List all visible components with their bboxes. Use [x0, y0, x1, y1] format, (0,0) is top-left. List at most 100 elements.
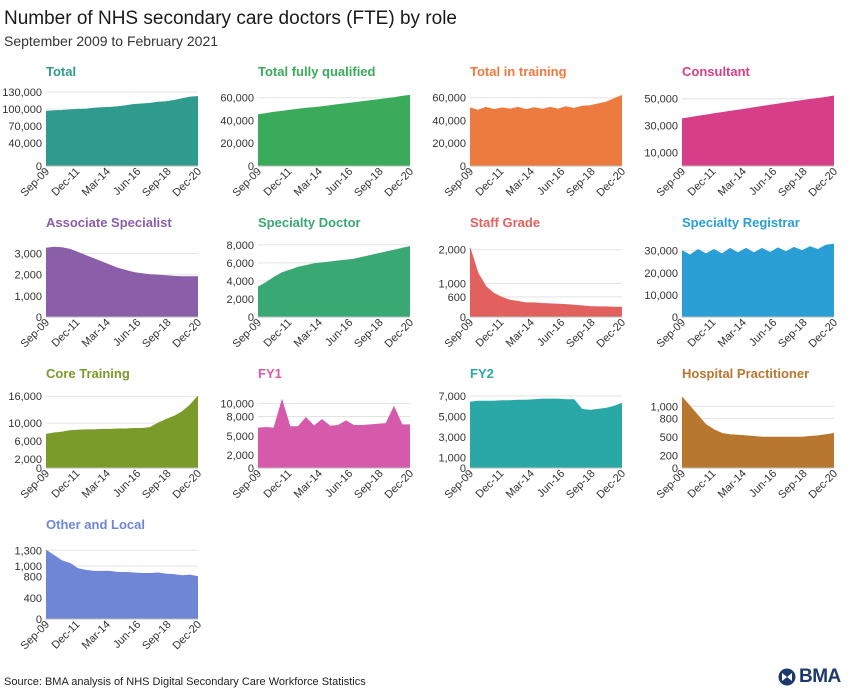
chart-svg-specialty-doctor: Specialty Doctor 0 2,000 4,000 6,000 8,000 Sep…: [226, 215, 416, 350]
y-tick-label: 6,000: [226, 258, 254, 270]
chart-svg-total-fully-qualified: Total fully qualified 0 20,000 40,000 60,000…: [220, 64, 417, 200]
y-tick-label: 0: [460, 161, 466, 173]
x-tick-label: Dec-11: [50, 317, 83, 350]
x-tick-label: Mar-14: [504, 317, 537, 350]
panel-title: Hospital Practitioner: [682, 366, 809, 381]
series-area: [46, 550, 198, 619]
series-area: [470, 95, 622, 166]
panel-title: Specialty Registrar: [682, 215, 800, 230]
y-tick-label: 3,000: [438, 432, 466, 444]
y-tick-label: 20,000: [644, 268, 678, 280]
y-tick-label: 1,000: [438, 278, 466, 290]
y-tick-label: 60,000: [432, 93, 466, 105]
y-tick-label: 40,000: [8, 138, 42, 150]
panel-specialty-doctor: Specialty Doctor 0 2,000 4,000 6,000 8,000 Sep…: [212, 211, 424, 362]
panel-specialty-registrar: Specialty Registrar 0 10,000 20,000 30,000 Se…: [636, 211, 848, 362]
x-tick-label: Sep-18: [776, 468, 810, 502]
x-tick-label: Dec-20: [171, 166, 205, 200]
series-area: [682, 244, 834, 317]
chart-svg-staff-grade: Staff Grade06001,0002,000Sep-09Dec-11Mar…: [438, 215, 628, 350]
y-tick-label: 100,000: [2, 104, 42, 116]
series-line: [681, 243, 835, 256]
chart-svg-consultant: Consultant 10,000 30,000 50,000 Sep-09Dec-11…: [644, 64, 840, 200]
y-tick-label: 20,000: [432, 138, 466, 150]
y-tick-label: 1,000: [14, 291, 42, 303]
chart-svg-fy2: FY201,0003,0005,0007,000Sep-09Dec-11Mar-…: [438, 366, 628, 502]
panel-title: Staff Grade: [470, 215, 540, 230]
y-tick-label: 130,000: [2, 87, 42, 99]
y-tick-label: 2,000: [226, 294, 254, 306]
panel-consultant: Consultant 10,000 30,000 50,000 Sep-09 Dec-11…: [636, 60, 848, 211]
series-area: [258, 95, 410, 166]
x-tick-label: Jun-16: [111, 317, 143, 349]
series-area: [470, 399, 622, 468]
y-tick-label: 800: [660, 414, 678, 426]
panel-title: Total in training: [470, 64, 567, 79]
y-tick-label: 0: [460, 463, 466, 475]
y-tick-label: 70,000: [8, 121, 42, 133]
series-line: [681, 396, 835, 438]
y-tick-label: 5,000: [226, 431, 254, 443]
y-tick-label: 4,000: [226, 276, 254, 288]
y-tick-label: 200: [660, 451, 678, 463]
x-tick-label: Dec-11: [50, 619, 83, 652]
y-tick-label: 40,000: [220, 115, 254, 127]
series-area: [46, 396, 198, 468]
x-tick-label: Dec-20: [595, 166, 629, 200]
small-multiples-grid: Total 0 40,000 70,000 100,000 130,000 Sep-09 De…: [0, 60, 850, 653]
x-tick-label: Sep-18: [140, 468, 174, 502]
x-tick-label: Mar-14: [716, 317, 749, 350]
panel-title: FY2: [470, 366, 494, 381]
y-tick-label: 2,000: [226, 450, 254, 462]
chart-svg-fy1: FY102,0005,0008,00010,000Sep-09Dec-11Mar…: [220, 366, 416, 501]
series-line: [469, 94, 623, 111]
x-tick-label: Sep-18: [140, 619, 174, 653]
x-tick-label: Mar-14: [80, 317, 113, 350]
y-tick-label: 16,000: [8, 391, 42, 403]
y-tick-label: 10,000: [8, 418, 42, 430]
x-tick-label: Mar-14: [80, 468, 113, 501]
y-tick-label: 1,300: [14, 545, 42, 557]
y-tick-label: 5,000: [438, 412, 466, 424]
y-tick-label: 7,000: [438, 391, 466, 403]
y-tick-label: 40,000: [432, 115, 466, 127]
y-tick-label: 400: [24, 593, 42, 605]
x-tick-label: Jun-16: [323, 166, 355, 198]
x-tick-label: Sep-18: [140, 166, 174, 200]
logo-text: BMA: [799, 666, 841, 687]
x-tick-label: Dec-11: [686, 166, 719, 199]
panel-title: Consultant: [682, 64, 751, 79]
y-tick-label: 600: [448, 292, 466, 304]
x-tick-label: Sep-18: [564, 468, 598, 502]
x-tick-label: Dec-20: [383, 166, 417, 200]
panel-total: Total 0 40,000 70,000 100,000 130,000 Sep-09 De…: [0, 60, 212, 211]
series-line: [45, 395, 199, 435]
x-tick-label: Mar-14: [504, 166, 537, 199]
x-tick-label: Dec-20: [807, 468, 841, 502]
panel-title: Total: [46, 64, 76, 79]
x-tick-label: Dec-20: [807, 317, 841, 351]
series-line: [45, 246, 198, 278]
y-tick-label: 500: [660, 432, 678, 444]
x-tick-label: Mar-14: [292, 468, 325, 501]
panel-fy1: FY1 0 2,000 5,000 8,000 10,000 Sep-09 Dec-11 Mar…: [212, 362, 424, 513]
y-tick-label: 0: [36, 614, 42, 626]
y-tick-label: 3,000: [14, 249, 42, 261]
x-tick-label: Jun-16: [323, 317, 355, 349]
y-tick-label: 0: [460, 312, 466, 324]
x-tick-label: Jun-16: [747, 166, 779, 198]
panel-title: Specialty Doctor: [258, 215, 361, 230]
x-tick-label: Dec-11: [474, 468, 507, 501]
series-line: [257, 94, 411, 116]
bma-logo-icon: [778, 668, 796, 686]
x-tick-label: Dec-11: [50, 166, 83, 199]
x-tick-label: Sep-18: [776, 166, 810, 200]
series-area: [682, 96, 834, 166]
x-tick-label: Sep-18: [352, 166, 386, 200]
x-tick-label: Dec-11: [262, 317, 295, 350]
x-tick-label: Jun-16: [535, 468, 567, 500]
panel-title: FY1: [258, 366, 282, 381]
x-tick-label: Jun-16: [111, 166, 143, 198]
series-area: [258, 246, 410, 317]
